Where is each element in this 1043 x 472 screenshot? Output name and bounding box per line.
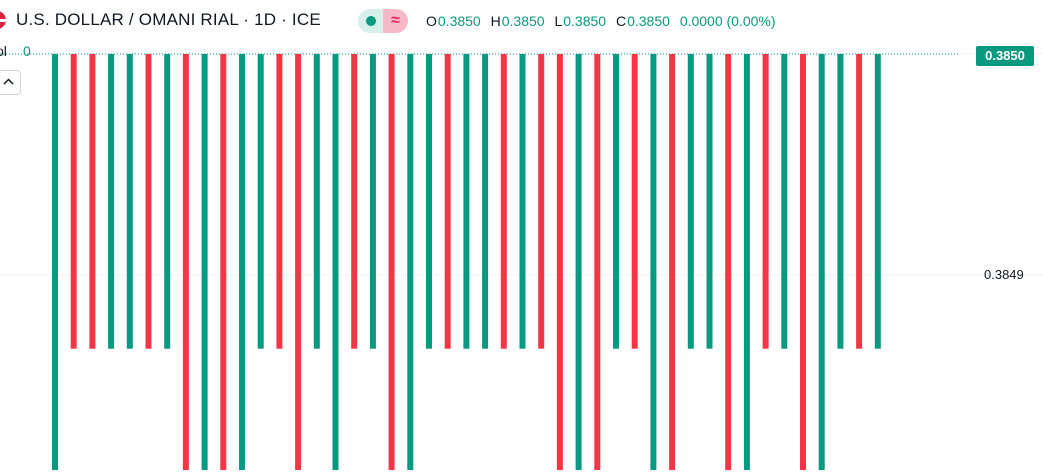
bar-up — [743, 54, 750, 470]
bar-down — [444, 54, 451, 349]
bar-up — [687, 54, 694, 349]
delayed-data-icon[interactable]: ≈ — [383, 9, 408, 33]
market-status[interactable]: ≈ — [358, 9, 408, 33]
open-value: 0.3850 — [437, 13, 481, 29]
bar-down — [145, 54, 152, 349]
bar-down — [725, 54, 732, 470]
bar-up — [818, 54, 825, 470]
bar-down — [295, 54, 302, 470]
bar-up — [164, 54, 171, 349]
market-open-indicator[interactable] — [358, 9, 383, 33]
bar-up — [837, 54, 844, 349]
change-value: 0.0000 (0.00%) — [679, 13, 776, 29]
bar-up — [482, 54, 489, 349]
bar-down — [89, 54, 96, 349]
volume-value: 0 — [23, 43, 31, 59]
us-flag-icon — [0, 11, 6, 29]
bar-down — [351, 54, 358, 349]
low-label: L — [554, 13, 563, 29]
bar-down — [856, 54, 863, 349]
chart-header: U.S. DOLLAR / OMANI RIAL · 1D · ICE ≈ O0… — [0, 0, 1043, 44]
bar-up — [463, 54, 470, 349]
bars-group — [52, 54, 881, 470]
current-price-badge: 0.3850 — [976, 46, 1034, 66]
high-value: 0.3850 — [501, 13, 545, 29]
bar-down — [538, 54, 545, 349]
bar-up — [108, 54, 115, 349]
bar-up — [650, 54, 657, 470]
bar-up — [781, 54, 788, 349]
bar-up — [874, 54, 881, 349]
bar-down — [500, 54, 507, 349]
bar-down — [631, 54, 638, 349]
bar-up — [239, 54, 245, 470]
collapse-legend-button[interactable] — [0, 70, 21, 95]
bar-down — [70, 54, 77, 349]
bar-down — [556, 54, 563, 470]
bar-down — [594, 54, 601, 470]
bar-up — [519, 54, 526, 349]
bar-up — [332, 54, 339, 470]
bar-down — [800, 54, 806, 470]
bar-up — [369, 54, 376, 349]
bar-up — [257, 54, 264, 349]
bar-up — [52, 54, 58, 470]
volume-label: ol — [0, 43, 7, 59]
bar-down — [669, 54, 676, 470]
close-label: C — [615, 13, 627, 29]
bar-up — [407, 54, 414, 470]
market-open-dot-icon — [366, 16, 376, 26]
low-value: 0.3850 — [563, 13, 607, 29]
bar-up — [126, 54, 133, 349]
bar-up — [313, 54, 320, 349]
bar-down — [182, 54, 189, 470]
bar-up — [613, 54, 619, 349]
bar-down — [276, 54, 283, 349]
close-value: 0.3850 — [627, 13, 670, 29]
ohlc-legend: O0.3850 H0.3850 L0.3850 C0.3850 0.0000 (… — [426, 13, 782, 29]
bar-up — [706, 54, 713, 349]
bar-up — [575, 54, 582, 470]
bar-down — [220, 54, 227, 470]
bar-down — [762, 54, 769, 349]
bar-up — [426, 54, 432, 349]
high-label: H — [490, 13, 501, 29]
bar-up — [201, 54, 208, 470]
symbol-title[interactable]: U.S. DOLLAR / OMANI RIAL · 1D · ICE — [16, 10, 321, 29]
price-axis-tick: 0.3849 — [984, 267, 1024, 282]
chevron-up-icon — [3, 78, 14, 85]
open-label: O — [426, 13, 437, 29]
bar-down — [388, 54, 395, 470]
